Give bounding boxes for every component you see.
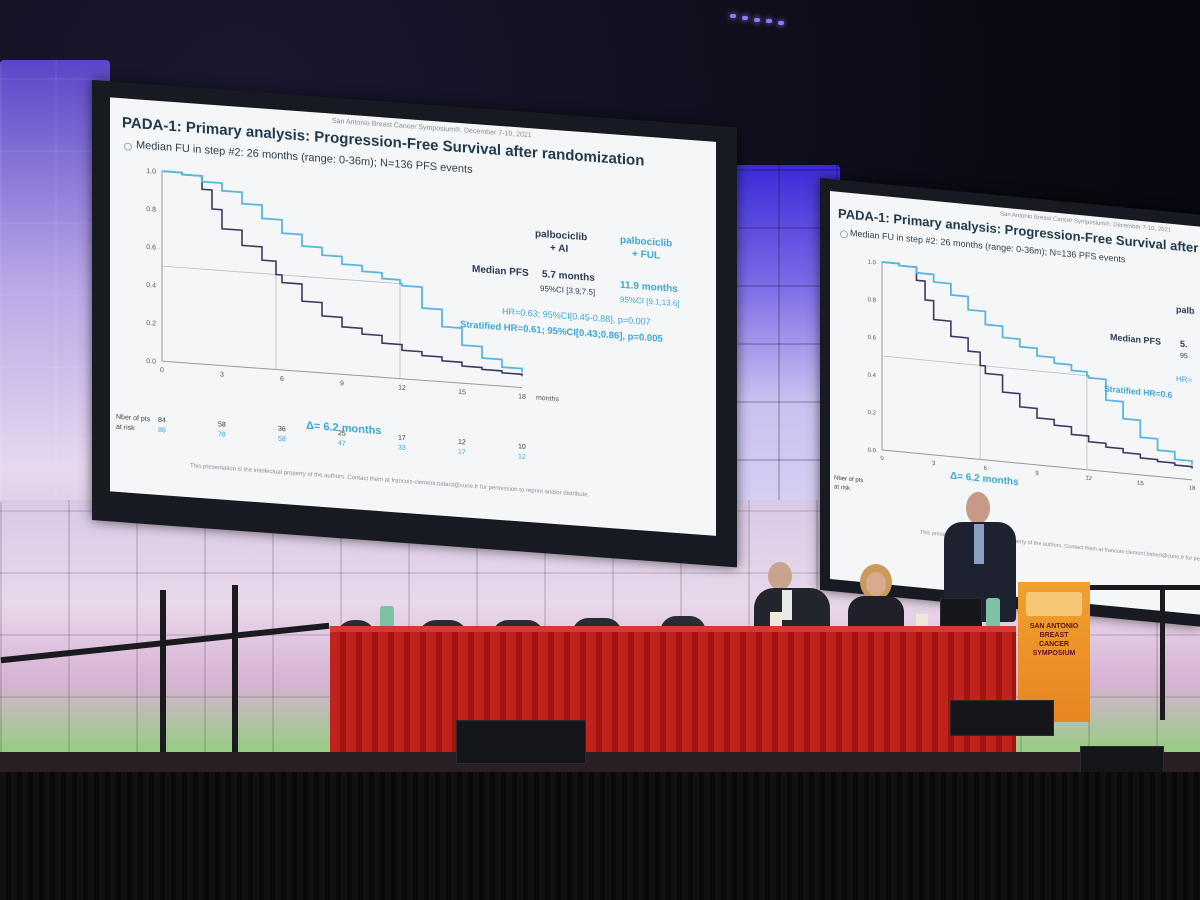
y-tick-label: 0.2: [868, 410, 877, 417]
y-tick-label: 0.0: [868, 448, 877, 455]
x-tick-label: 15: [1137, 481, 1144, 488]
at-risk-value-ai: 10: [518, 443, 526, 451]
slide-left: San Antonio Breast Cancer Symposium®, De…: [110, 97, 716, 536]
col-header-right: palb: [1176, 304, 1195, 317]
at-risk-label-2-right: at risk: [834, 484, 851, 492]
y-tick-label: 0.8: [146, 206, 156, 214]
railing-post: [160, 590, 166, 770]
panel-table-skirt: [330, 632, 1016, 770]
laptop: [940, 598, 982, 630]
at-risk-value-ful: 88: [158, 426, 166, 435]
x-tick-label: 12: [1085, 476, 1092, 483]
stage-monitor: [456, 720, 586, 764]
x-tick-label: 9: [340, 380, 344, 387]
railing-post: [232, 585, 238, 770]
projection-screen-left: San Antonio Breast Cancer Symposium®, De…: [92, 80, 737, 568]
y-tick-label: 0.6: [146, 244, 156, 252]
x-tick-label: 18: [1189, 486, 1196, 493]
y-tick-label: 0.2: [146, 320, 156, 328]
series-line-palbociclib-ai: [882, 261, 1193, 469]
series-line-palbociclib-ful: [162, 170, 523, 373]
at-risk-value-ai: 36: [278, 425, 286, 434]
slide-footer: This presentation is the intellectual pr…: [190, 463, 590, 499]
podium-logo: [1026, 592, 1082, 616]
podium-label: SAN ANTONIO BREAST CANCER SYMPOSIUM: [1029, 623, 1079, 657]
x-tick-label: 15: [458, 389, 466, 397]
y-tick-label: 0.0: [146, 358, 156, 366]
panelist-woman: [848, 564, 904, 634]
x-axis: [162, 360, 522, 389]
slide-right: San Antonio Breast Cancer Symposium®, De…: [830, 190, 1200, 615]
x-tick-label: 0: [160, 367, 164, 374]
y-tick-label: 0.4: [868, 372, 877, 379]
at-risk-value-ful: 17: [458, 448, 466, 457]
y-tick-label: 0.6: [868, 335, 877, 342]
y-tick-label: 1.0: [868, 260, 877, 267]
railing-post: [1160, 585, 1165, 720]
projection-screen-right: San Antonio Breast Cancer Symposium®, De…: [820, 178, 1200, 627]
x-tick-label: 12: [398, 384, 406, 392]
y-tick-label: 0.4: [146, 282, 156, 290]
col2-header2: + FUL: [632, 248, 661, 262]
at-risk-label-2: at risk: [116, 423, 135, 433]
panelist-man: [754, 562, 830, 634]
at-risk-value-ful: 33: [398, 444, 406, 453]
at-risk-value-ful: 47: [338, 440, 346, 448]
x-tick-label: 0: [880, 456, 884, 462]
at-risk-value-ai: 12: [458, 438, 466, 447]
x-tick-label: 6: [984, 466, 988, 472]
col1-header2: + AI: [550, 242, 569, 255]
y-tick-label: 1.0: [146, 168, 156, 176]
x-tick-label: 6: [280, 376, 284, 383]
y-tick-label: 0.8: [868, 297, 877, 304]
cup: [770, 612, 782, 630]
podium: SAN ANTONIO BREAST CANCER SYMPOSIUM: [1018, 582, 1090, 722]
x-tick-label: 9: [1035, 471, 1039, 477]
stage-monitor: [950, 700, 1054, 736]
series-line-palbociclib-ai: [162, 170, 523, 377]
at-risk-value-ful: 12: [518, 453, 526, 461]
median-partial-right: 5.: [1180, 338, 1188, 350]
series-line-palbociclib-ful: [882, 261, 1193, 465]
km-chart-right: 0.0 0.2 0.4 0.6 0.8 1.0 0 3 6 9 12 15 18: [868, 260, 1196, 493]
x-axis-label: months: [536, 395, 559, 404]
at-risk-value-ful: 78: [218, 431, 226, 439]
at-risk-value-ai: 17: [398, 434, 406, 443]
bullet-icon: [124, 142, 132, 151]
table-top: [330, 626, 1016, 636]
x-axis: [882, 449, 1192, 481]
bullet-icon-right: [840, 229, 848, 239]
km-chart-left: 0.0 0.2 0.4 0.6 0.8 1.0 0 3 6 9 12 15 18 months: [146, 168, 559, 404]
water-bottle: [986, 598, 1000, 628]
stage-skirt: [0, 772, 1200, 900]
at-risk-value-ai: 84: [158, 416, 166, 425]
x-tick-label: 3: [932, 461, 936, 467]
x-tick-label: 3: [220, 371, 224, 378]
at-risk-value-ai: 58: [218, 421, 226, 429]
at-risk-value-ai: 25: [338, 430, 346, 438]
railing-right: [1080, 585, 1200, 590]
hr-partial-right: HR=: [1176, 374, 1193, 385]
ci-partial-right: 95: [1180, 352, 1188, 361]
x-tick-label: 18: [518, 393, 526, 401]
at-risk-value-ful: 58: [278, 435, 286, 444]
stage-floor: [0, 752, 1200, 774]
